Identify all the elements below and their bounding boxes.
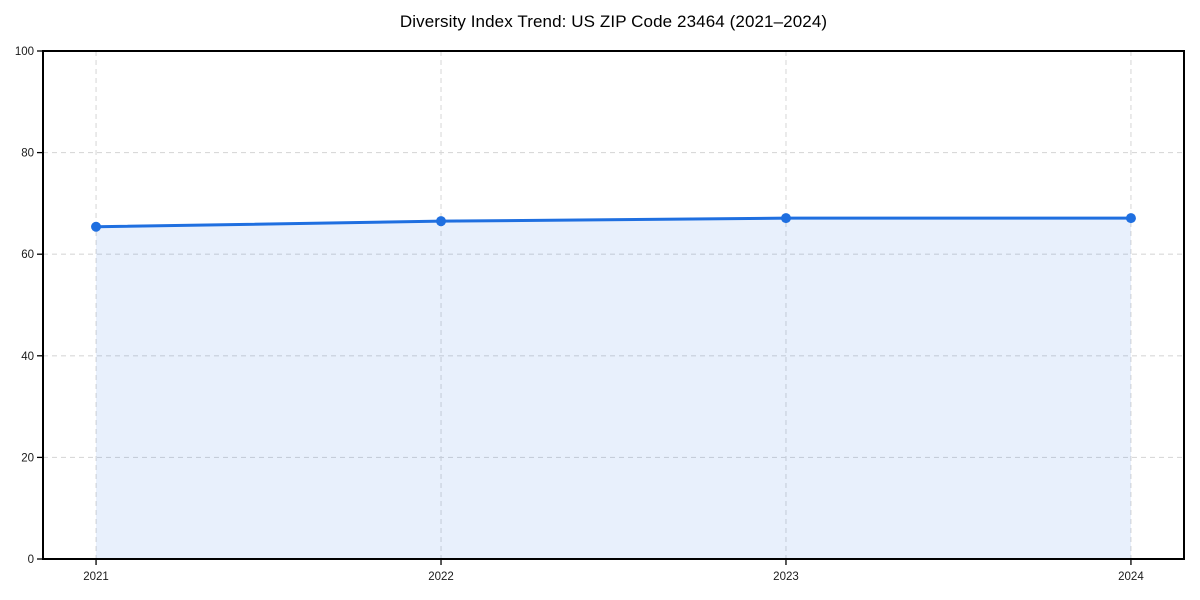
series-line [94, 216, 1133, 229]
y-tick-label: 40 [21, 351, 34, 363]
data-point-marker [780, 213, 791, 224]
x-tick-label: 2023 [773, 571, 799, 583]
y-tick-label: 80 [21, 148, 34, 160]
x-tick-label: 2024 [1118, 571, 1144, 583]
y-tick-label: 100 [15, 46, 34, 58]
y-tick-label: 20 [21, 452, 34, 464]
x-tick-label: 2022 [428, 571, 454, 583]
x-tick-label: 2021 [83, 571, 109, 583]
data-point-marker [91, 221, 102, 232]
plot-border [42, 50, 1185, 560]
y-tick-label: 60 [21, 249, 34, 261]
chart-title: Diversity Index Trend: US ZIP Code 23464… [399, 12, 828, 31]
data-point-marker [1125, 213, 1136, 224]
series-area-fill [96, 218, 1131, 559]
y-tick-label: 0 [28, 554, 34, 566]
data-point-marker [436, 216, 447, 227]
